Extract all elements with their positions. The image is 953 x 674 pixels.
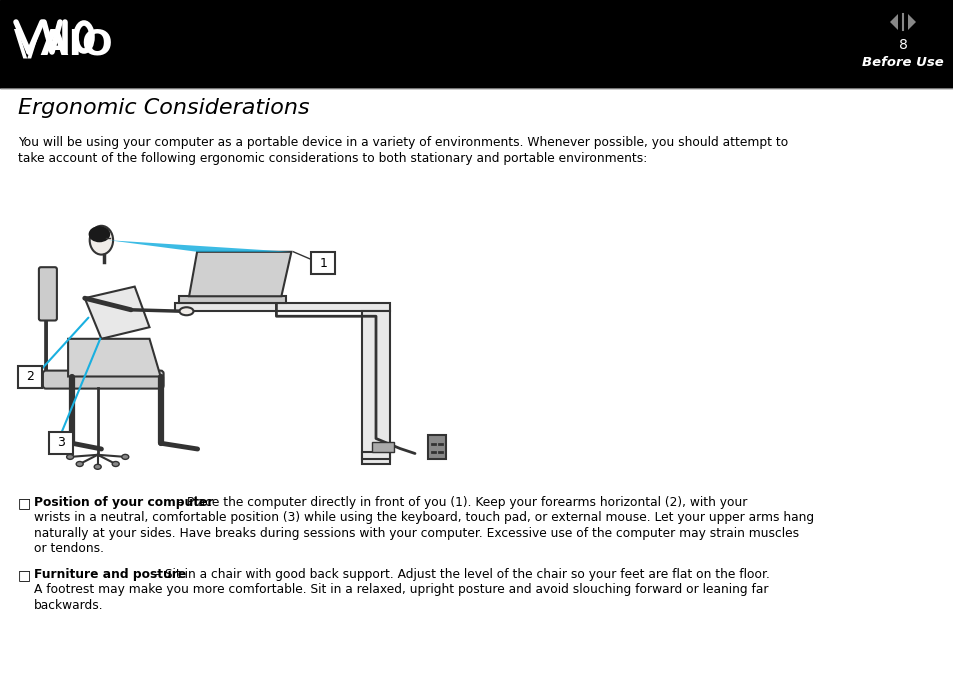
Ellipse shape <box>112 462 119 466</box>
Text: – Place the computer directly in front of you (1). Keep your forearms horizontal: – Place the computer directly in front o… <box>172 496 746 509</box>
Polygon shape <box>189 252 291 297</box>
Text: VAIO: VAIO <box>14 43 17 44</box>
Text: or tendons.: or tendons. <box>34 543 104 555</box>
FancyBboxPatch shape <box>311 252 335 274</box>
Text: \/AIO: \/AIO <box>14 27 112 61</box>
Ellipse shape <box>89 226 111 242</box>
FancyBboxPatch shape <box>39 267 57 321</box>
Text: 8: 8 <box>898 38 906 52</box>
Polygon shape <box>68 339 160 377</box>
Text: backwards.: backwards. <box>34 599 104 612</box>
Polygon shape <box>109 240 291 252</box>
Ellipse shape <box>76 462 83 466</box>
Text: 3: 3 <box>56 436 65 449</box>
Polygon shape <box>85 286 150 339</box>
Text: – Sit in a chair with good back support. Adjust the level of the chair so your f: – Sit in a chair with good back support.… <box>151 568 769 581</box>
Text: Before Use: Before Use <box>862 56 943 69</box>
Bar <box>361 452 390 458</box>
Bar <box>175 303 390 311</box>
Text: Position of your computer: Position of your computer <box>34 496 213 509</box>
Polygon shape <box>889 14 897 30</box>
Text: Ergonomic Considerations: Ergonomic Considerations <box>18 98 310 118</box>
Bar <box>179 297 286 303</box>
Bar <box>361 311 390 464</box>
Text: naturally at your sides. Have breaks during sessions with your computer. Excessi: naturally at your sides. Have breaks dur… <box>34 527 799 540</box>
Ellipse shape <box>94 464 101 469</box>
Text: take account of the following ergonomic considerations to both stationary and po: take account of the following ergonomic … <box>18 152 646 165</box>
Ellipse shape <box>122 454 129 460</box>
Text: A footrest may make you more comfortable. Sit in a relaxed, upright posture and : A footrest may make you more comfortable… <box>34 584 768 596</box>
FancyBboxPatch shape <box>49 431 72 454</box>
FancyBboxPatch shape <box>43 371 163 389</box>
Ellipse shape <box>67 454 73 460</box>
Text: You will be using your computer as a portable device in a variety of environment: You will be using your computer as a por… <box>18 136 787 149</box>
Bar <box>372 441 394 452</box>
FancyBboxPatch shape <box>428 435 446 458</box>
Text: Furniture and posture: Furniture and posture <box>34 568 186 581</box>
Text: wrists in a neutral, comfortable position (3) while using the keyboard, touch pa: wrists in a neutral, comfortable positio… <box>34 512 813 524</box>
Polygon shape <box>907 14 915 30</box>
Text: □: □ <box>18 568 31 582</box>
Bar <box>0 0 953 88</box>
Ellipse shape <box>179 307 193 315</box>
Ellipse shape <box>90 226 113 255</box>
FancyBboxPatch shape <box>18 365 42 388</box>
Text: □: □ <box>18 496 31 510</box>
Text: 2: 2 <box>26 370 33 383</box>
Text: 1: 1 <box>319 257 327 270</box>
